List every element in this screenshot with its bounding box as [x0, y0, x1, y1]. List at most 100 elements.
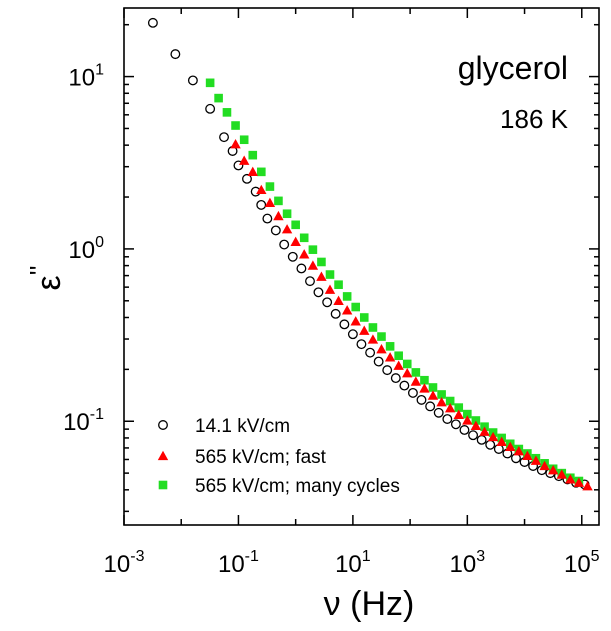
legend-marker	[157, 450, 169, 461]
data-point	[330, 308, 341, 319]
data-point	[411, 368, 421, 377]
data-point	[238, 155, 250, 165]
data-point	[513, 446, 525, 456]
data-point	[393, 360, 404, 370]
data-point	[230, 139, 241, 149]
legend-marker	[158, 420, 168, 430]
data-point	[274, 196, 283, 206]
y-axis-label-text: ε''	[24, 265, 68, 290]
data-point	[428, 383, 438, 392]
data-point	[351, 302, 361, 312]
data-point	[273, 210, 284, 221]
data-point	[442, 414, 453, 424]
data-point	[384, 352, 396, 362]
data-point	[248, 150, 258, 160]
data-point	[356, 339, 367, 350]
legend-label: 565 kV/cm; many cycles	[195, 476, 400, 497]
data-point	[187, 75, 198, 86]
data-point	[407, 387, 418, 398]
data-point	[402, 368, 413, 378]
data-point	[299, 233, 309, 243]
data-point	[394, 351, 403, 361]
data-point	[377, 332, 386, 341]
data-point	[308, 245, 318, 254]
data-point	[219, 132, 229, 143]
data-point	[459, 425, 470, 435]
data-point	[257, 167, 266, 177]
y-tick-label: 10-1	[63, 406, 104, 436]
data-point	[496, 436, 507, 446]
data-point	[390, 373, 401, 384]
data-point	[290, 236, 301, 246]
data-point	[279, 239, 290, 250]
data-point	[444, 403, 456, 413]
data-point	[547, 464, 559, 475]
data-point	[453, 409, 464, 419]
data-point	[350, 316, 361, 326]
data-point	[170, 49, 181, 60]
data-point	[522, 450, 533, 460]
data-point	[462, 415, 473, 425]
data-point	[399, 380, 410, 391]
data-point	[305, 276, 315, 287]
x-tick-label: 10-1	[218, 548, 259, 578]
data-point	[322, 297, 333, 308]
data-point	[299, 249, 310, 259]
data-point	[334, 280, 343, 289]
y-axis-label-base: ε	[30, 275, 68, 290]
data-point	[487, 431, 499, 442]
data-point	[479, 426, 490, 436]
annotation-sample: glycerol	[458, 50, 568, 86]
data-point	[505, 441, 516, 452]
data-point	[416, 394, 427, 405]
data-point	[373, 356, 384, 367]
data-point	[287, 251, 298, 262]
data-point	[325, 270, 335, 279]
y-tick-label: 101	[68, 62, 104, 92]
data-point	[205, 78, 215, 88]
x-tick-label: 103	[450, 548, 486, 578]
data-point	[573, 477, 585, 487]
data-point	[239, 135, 249, 145]
data-point	[471, 416, 481, 425]
data-point	[420, 375, 429, 385]
data-point	[296, 263, 307, 274]
data-point	[339, 319, 350, 330]
data-point	[376, 343, 387, 354]
legend-label: 14.1 kV/cm	[195, 416, 290, 437]
annotation-temperature: 186 K	[500, 104, 569, 134]
data-point	[256, 184, 267, 195]
data-point	[242, 173, 252, 184]
data-point	[264, 197, 276, 208]
tick-labels: 10-3 10-1 101 103 105 10-1 100 101	[63, 62, 600, 578]
data-point	[342, 292, 352, 301]
data-point	[222, 108, 232, 117]
data-point	[365, 347, 376, 358]
data-point	[385, 342, 395, 351]
x-tick-label: 105	[564, 548, 600, 578]
data-point	[433, 407, 444, 418]
data-point	[317, 257, 326, 267]
y-tick-label: 100	[68, 234, 104, 264]
data-point	[402, 359, 412, 369]
y-axis-label: ε''	[24, 265, 68, 290]
data-point	[454, 403, 464, 412]
data-point	[468, 430, 479, 441]
data-point	[316, 271, 327, 281]
data-point	[410, 376, 422, 386]
data-point	[427, 390, 439, 400]
data-point	[231, 121, 240, 130]
data-point	[313, 287, 324, 298]
data-markers	[147, 17, 593, 491]
data-point	[436, 396, 447, 407]
data-point	[463, 409, 472, 419]
data-point	[341, 305, 353, 315]
x-tick-label: 10-3	[104, 548, 145, 578]
data-point	[262, 213, 273, 224]
data-point	[565, 474, 576, 484]
data-point	[493, 444, 504, 454]
data-point	[368, 323, 378, 332]
data-point	[282, 209, 292, 219]
plot-frame	[123, 7, 600, 526]
